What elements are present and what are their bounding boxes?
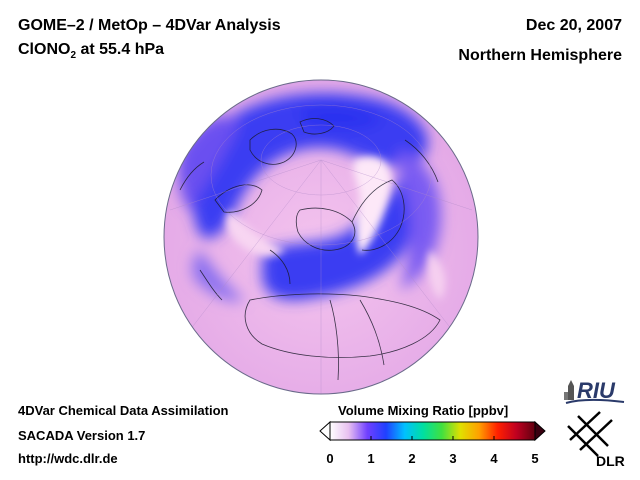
dlr-logo: DLR bbox=[567, 411, 625, 469]
colorbar-tick-label: 1 bbox=[367, 451, 375, 466]
globe-field bbox=[164, 80, 478, 394]
pressure-level: at 55.4 hPa bbox=[76, 41, 165, 58]
colorbar-over-arrow bbox=[534, 420, 546, 442]
footer-version: SACADA Version 1.7 bbox=[18, 428, 146, 443]
date-label: Dec 20, 2007 bbox=[525, 17, 622, 34]
species-name: ClONO bbox=[18, 41, 71, 58]
riu-logo: RIU bbox=[564, 378, 625, 404]
colorbar-tick-label: 3 bbox=[449, 451, 457, 466]
colorbar-title: Volume Mixing Ratio [ppbv] bbox=[338, 403, 509, 418]
dlr-logo-text: DLR bbox=[596, 453, 625, 469]
species-level-label: ClONO2 at 55.4 hPa bbox=[18, 41, 164, 61]
footer-url: http://wdc.dlr.de bbox=[18, 451, 118, 466]
colorbar-ticks bbox=[329, 436, 536, 440]
species-subscript: 2 bbox=[70, 50, 77, 62]
colorbar-tick-label: 4 bbox=[490, 451, 498, 466]
colorbar-tick-label: 2 bbox=[408, 451, 416, 466]
footer-system-name: 4DVar Chemical Data Assimilation bbox=[18, 403, 229, 418]
colorbar-tick-label: 0 bbox=[326, 451, 334, 466]
colorbar bbox=[319, 420, 546, 442]
map-title: GOME–2 / MetOp – 4DVar Analysis bbox=[18, 17, 281, 34]
colorbar-gradient bbox=[329, 421, 536, 441]
region-label: Northern Hemisphere bbox=[458, 47, 622, 64]
riu-logo-text: RIU bbox=[577, 378, 616, 403]
colorbar-under-arrow bbox=[319, 420, 331, 442]
colorbar-tick-label: 5 bbox=[531, 451, 539, 466]
